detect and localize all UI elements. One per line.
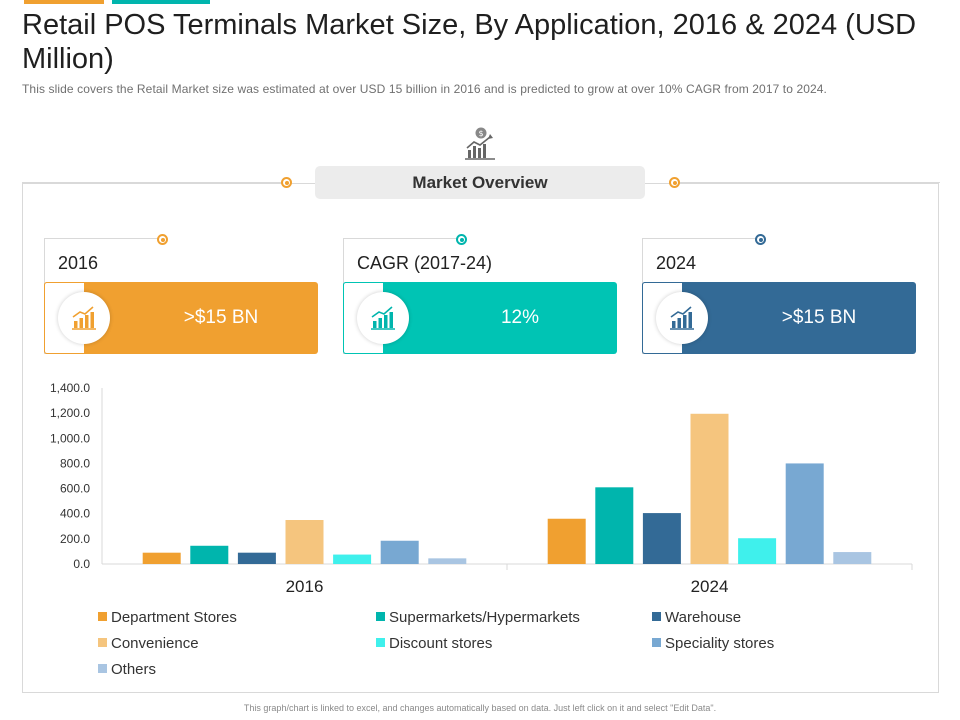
card-2024: 2024 >$15 BN <box>642 238 916 354</box>
legend-label: Department Stores <box>111 609 237 626</box>
bar-growth-icon <box>72 306 96 330</box>
bar <box>547 518 586 564</box>
page-title: Retail POS Terminals Market Size, By App… <box>22 9 917 75</box>
legend-label: Supermarkets/Hypermarkets <box>389 609 580 626</box>
card-value: 12% <box>500 307 540 328</box>
chart-legend: Department Stores Supermarkets/Hypermarke… <box>98 607 858 687</box>
legend-item: Department Stores <box>98 609 237 627</box>
card-label: CAGR (2017-24) <box>357 253 493 273</box>
bar-chart: 0.0 200.0 400.0 600.0 800.0 1,000.0 1,200.0 1,4… <box>50 381 913 596</box>
bar <box>285 520 324 564</box>
legend-item: Speciality stores <box>652 635 774 653</box>
divider <box>22 182 284 183</box>
bar <box>785 463 824 564</box>
legend-swatch <box>652 612 661 621</box>
legend-label: Speciality stores <box>665 635 775 652</box>
card-label: 2024 <box>656 253 697 273</box>
legend-label: Warehouse <box>665 609 742 626</box>
card-value-bar: 12% <box>343 282 617 354</box>
bar <box>380 540 419 564</box>
card-icon-circle <box>656 292 708 344</box>
legend-item: Warehouse <box>652 609 741 627</box>
y-tick-label: 600.0 <box>60 482 90 496</box>
card-icon-circle <box>357 292 409 344</box>
growth-chart-icon: $ <box>465 127 495 160</box>
top-accent-teal <box>112 0 210 4</box>
market-overview-header: Market Overview <box>315 166 645 199</box>
y-tick-label: 1,000.0 <box>50 431 90 445</box>
card-cagr: CAGR (2017-24) 12% <box>343 238 617 354</box>
bar <box>833 552 872 564</box>
connector-dot <box>456 234 467 245</box>
page-subtitle: This slide covers the Retail Market size… <box>22 82 827 96</box>
legend-swatch <box>376 612 385 621</box>
top-accent-orange <box>24 0 104 4</box>
legend-swatch <box>98 612 107 621</box>
card-value: >$15 BN <box>183 307 259 328</box>
connector-dot <box>755 234 766 245</box>
bar <box>428 558 467 564</box>
card-2016: 2016 >$15 BN <box>44 238 318 354</box>
legend-label: Discount stores <box>389 635 493 652</box>
bar <box>690 413 729 564</box>
bar <box>142 552 181 564</box>
legend-item: Others <box>98 661 156 679</box>
bar <box>595 487 634 564</box>
bar-growth-icon <box>371 306 395 330</box>
legend-swatch <box>652 638 661 647</box>
x-category-label: 2024 <box>691 577 729 596</box>
card-label: 2016 <box>58 253 99 273</box>
y-tick-label: 1,400.0 <box>50 381 90 395</box>
legend-swatch <box>376 638 385 647</box>
y-tick-label: 0.0 <box>73 557 90 571</box>
y-tick-label: 1,200.0 <box>50 406 90 420</box>
y-tick-label: 400.0 <box>60 507 90 521</box>
bar <box>642 513 681 564</box>
legend-item: Discount stores <box>376 635 492 653</box>
bar <box>333 554 372 564</box>
legend-item: Convenience <box>98 635 199 653</box>
legend-swatch <box>98 638 107 647</box>
footer-note: This graph/chart is linked to excel, and… <box>243 703 717 713</box>
legend-label: Convenience <box>111 635 199 652</box>
y-tick-label: 800.0 <box>60 456 90 470</box>
legend-label: Others <box>111 661 157 678</box>
bar <box>237 552 276 564</box>
connector-dot <box>669 177 680 188</box>
divider <box>680 182 940 183</box>
card-value-bar: >$15 BN <box>44 282 318 354</box>
card-value: >$15 BN <box>781 307 857 328</box>
svg-text:$: $ <box>478 129 483 138</box>
connector-dot <box>157 234 168 245</box>
bar <box>738 538 777 564</box>
bar <box>190 545 229 564</box>
legend-swatch <box>98 664 107 673</box>
legend-item: Supermarkets/Hypermarkets <box>376 609 580 627</box>
x-category-label: 2016 <box>286 577 324 596</box>
card-icon-circle <box>58 292 110 344</box>
connector-dot <box>281 177 292 188</box>
y-tick-label: 200.0 <box>60 532 90 546</box>
card-value-bar: >$15 BN <box>642 282 916 354</box>
bar-growth-icon <box>670 306 694 330</box>
